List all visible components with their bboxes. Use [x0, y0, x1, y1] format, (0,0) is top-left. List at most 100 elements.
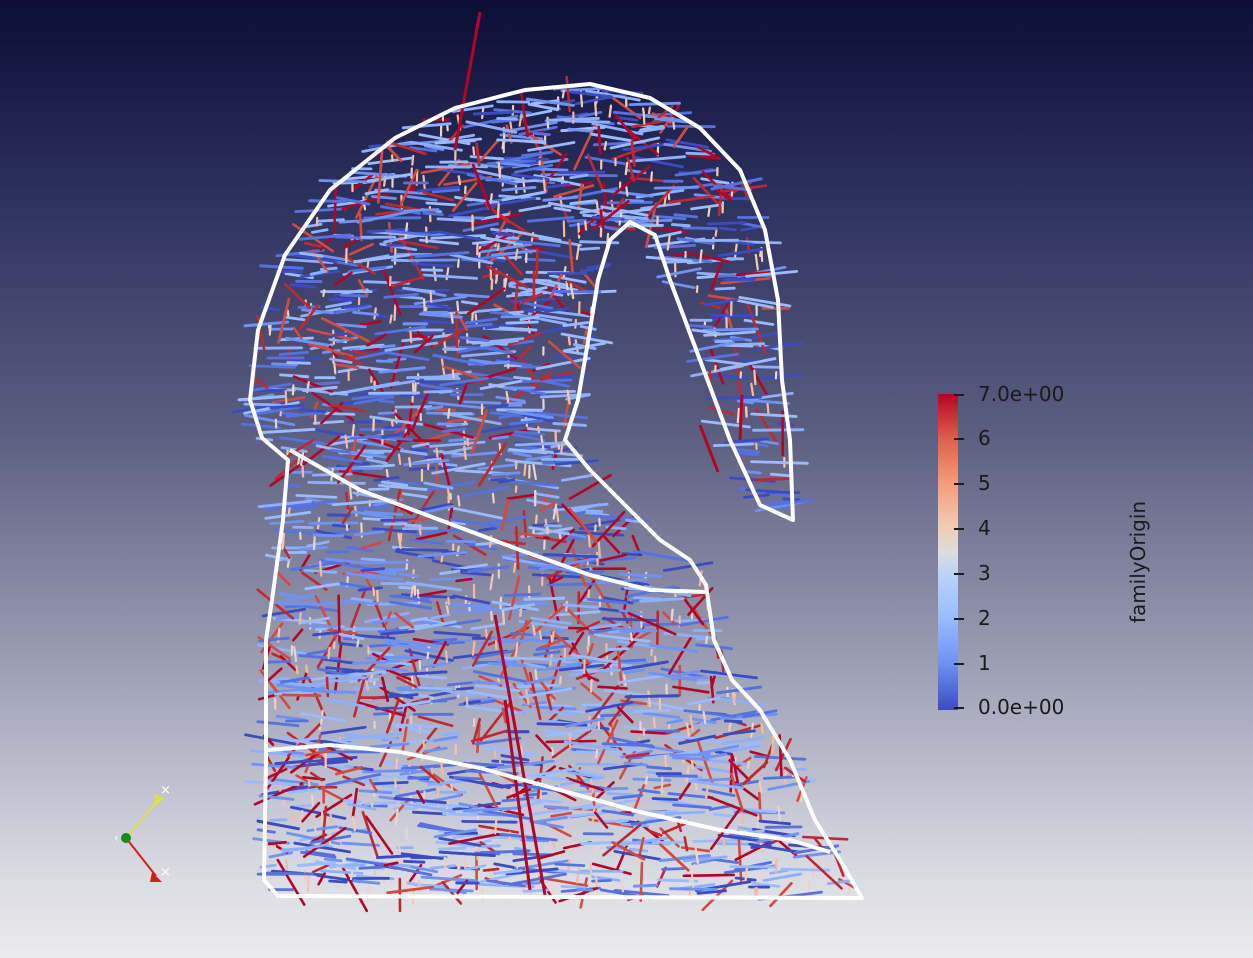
colorbar-label-min: 0.0e+00	[978, 695, 1065, 719]
fracture-segment	[760, 723, 765, 734]
fracture-segment	[703, 330, 756, 337]
fracture-segment	[726, 686, 729, 701]
fracture-segment	[696, 889, 727, 895]
fracture-segment	[371, 781, 409, 786]
fracture-segment	[575, 867, 581, 884]
fracture-segment	[602, 823, 642, 857]
fracture-segment	[440, 760, 444, 778]
fracture-segment	[486, 196, 537, 208]
fracture-segment	[493, 869, 523, 875]
fracture-segment	[329, 357, 353, 364]
fracture-segment	[477, 526, 498, 532]
fracture-segment	[603, 141, 608, 151]
fracture-segment	[447, 596, 451, 606]
fracture-segment	[650, 171, 654, 182]
fracture-segment	[608, 104, 613, 118]
fracture-segment	[471, 717, 482, 745]
fracture-segment	[310, 228, 329, 234]
fracture-segment	[266, 767, 288, 780]
fracture-segment	[687, 252, 731, 263]
fracture-segment	[378, 656, 425, 675]
fracture-segment	[363, 801, 397, 806]
fracture-segment	[300, 308, 335, 315]
fracture-segment	[702, 327, 759, 332]
fracture-segment	[394, 724, 435, 735]
fracture-segment	[442, 365, 483, 381]
fracture-segment	[507, 575, 521, 621]
fracture-segment	[282, 499, 336, 509]
fracture-segment	[525, 97, 575, 107]
fracture-segment	[306, 648, 332, 656]
fracture-segment	[518, 204, 552, 213]
fracture-segment	[533, 174, 584, 187]
fracture-segment	[393, 611, 415, 629]
fracture-segment	[458, 802, 478, 809]
fracture-segment	[544, 728, 591, 738]
fracture-segment	[462, 761, 504, 768]
fracture-segment	[273, 843, 277, 852]
fracture-segment	[406, 195, 438, 202]
fracture-segment	[543, 524, 563, 528]
fracture-segment	[393, 806, 418, 810]
fracture-segment	[542, 553, 599, 559]
fracture-segment	[621, 660, 669, 671]
fracture-segment	[420, 162, 471, 175]
fracture-segment	[464, 864, 487, 871]
y-axis-line	[125, 799, 159, 839]
fracture-segment	[422, 211, 444, 217]
fracture-segment	[423, 481, 454, 490]
fracture-segment	[371, 665, 408, 673]
fracture-segment	[352, 310, 379, 317]
fracture-segment	[333, 362, 337, 375]
fracture-segment	[284, 389, 288, 407]
fracture-segment	[327, 678, 355, 683]
fracture-segment	[346, 381, 400, 394]
fracture-segment	[362, 769, 418, 774]
fracture-segment	[660, 776, 664, 794]
fracture-segment	[401, 122, 452, 130]
fracture-segment	[799, 791, 804, 803]
fracture-segment	[593, 633, 651, 643]
fracture-segment	[673, 213, 699, 219]
colorbar-label: 6	[978, 426, 991, 450]
fracture-segment	[321, 805, 328, 844]
fracture-segment	[489, 573, 494, 591]
fracture-segment	[328, 297, 356, 302]
fracture-segment	[757, 791, 762, 822]
fracture-segment	[523, 257, 556, 263]
fracture-segment	[406, 644, 439, 653]
fracture-segment	[359, 344, 383, 350]
fracture-segment	[384, 611, 393, 626]
fracture-segment	[631, 119, 666, 129]
fracture-segment	[591, 122, 644, 136]
fracture-segment	[562, 321, 590, 328]
fracture-segment	[490, 249, 537, 257]
fracture-segment	[645, 255, 693, 263]
fracture-segment	[470, 729, 508, 743]
fracture-segment	[754, 477, 791, 482]
fracture-segment	[487, 403, 509, 410]
fracture-segment	[486, 347, 514, 355]
fracture-segment	[692, 176, 724, 210]
fracture-segment	[672, 125, 690, 148]
fracture-segment	[422, 790, 426, 799]
fracture-segment	[654, 117, 690, 124]
fracture-segment	[522, 619, 528, 636]
fracture-segment	[642, 110, 646, 125]
fracture-segment	[364, 815, 394, 855]
fracture-segment	[438, 850, 496, 857]
fracture-segment	[367, 156, 414, 166]
fracture-segment	[582, 518, 621, 528]
fracture-segment	[474, 231, 514, 254]
fracture-segment	[451, 104, 494, 113]
fracture-segment	[748, 363, 768, 395]
fracture-segment	[709, 346, 725, 385]
fracture-segment	[368, 778, 378, 793]
fracture-segment	[652, 717, 656, 728]
colorbar-label-max: 7.0e+00	[978, 382, 1065, 406]
fracture-segment	[628, 101, 681, 106]
fracture-segment-long	[738, 394, 744, 441]
fracture-segment	[544, 182, 570, 190]
